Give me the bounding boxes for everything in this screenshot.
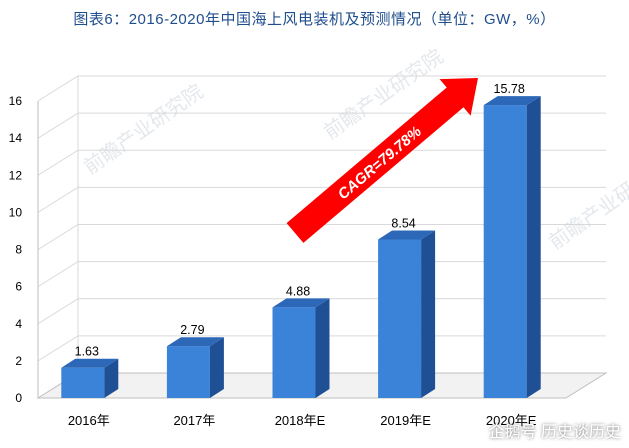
footer-watermark: 企鹅号 历史谈历史	[488, 424, 621, 441]
y-axis-ticks: 0 2 4 6 8 10 12 14 16	[9, 94, 23, 405]
bar-top	[61, 358, 119, 368]
data-label: 1.63	[75, 345, 99, 359]
data-label: 8.54	[391, 216, 415, 230]
cagr-label: CAGR=79.78%	[335, 123, 425, 203]
bar-side	[526, 96, 541, 399]
chart-title: 图表6：2016-2020年中国海上风电装机及预测情况（单位：GW，%）	[73, 11, 556, 28]
watermark-text: 前瞻产业研究院	[545, 155, 629, 254]
x-tick-label: 2016年	[68, 413, 110, 428]
y-tick-label: 2	[15, 354, 22, 368]
bars	[61, 96, 541, 399]
bar-front	[378, 239, 422, 398]
y-tick-label: 12	[9, 168, 23, 182]
arrow-body	[286, 78, 479, 243]
data-label: 4.88	[286, 284, 310, 298]
y-tick-label: 8	[15, 243, 22, 257]
bar-front	[272, 307, 316, 398]
bar-side	[315, 298, 330, 398]
bar-top	[378, 230, 436, 240]
bar-top	[483, 96, 541, 106]
bar-side	[421, 230, 436, 398]
bar-top	[166, 337, 224, 347]
bar	[483, 96, 541, 399]
bar	[166, 337, 224, 398]
bar-front	[483, 105, 527, 399]
y-tick-label: 4	[15, 317, 22, 331]
data-label: 2.79	[180, 323, 204, 337]
bar-front	[61, 367, 105, 398]
x-axis-categories: 2016年 2017年 2018年E 2019年E 2020年E	[68, 413, 537, 428]
bar	[61, 358, 119, 398]
y-tick-label: 10	[9, 205, 23, 219]
x-tick-label: 2019年E	[380, 413, 431, 428]
watermark-text: 前瞻产业研究院	[80, 80, 208, 179]
y-tick-label: 6	[15, 280, 22, 294]
bar	[378, 230, 436, 398]
data-labels: 1.63 2.79 4.88 8.54 15.78	[75, 82, 525, 359]
bar-top	[272, 298, 330, 308]
data-label: 15.78	[494, 82, 525, 96]
y-tick-label: 16	[9, 94, 23, 108]
x-tick-label: 2020年E	[486, 413, 537, 428]
bar-front	[166, 346, 210, 398]
y-tick-label: 0	[15, 391, 22, 405]
bar-side	[209, 337, 224, 398]
x-tick-label: 2017年	[173, 413, 215, 428]
x-tick-label: 2018年E	[275, 413, 326, 428]
y-tick-label: 14	[9, 131, 23, 145]
bar	[272, 298, 330, 398]
bar-side	[104, 358, 119, 398]
